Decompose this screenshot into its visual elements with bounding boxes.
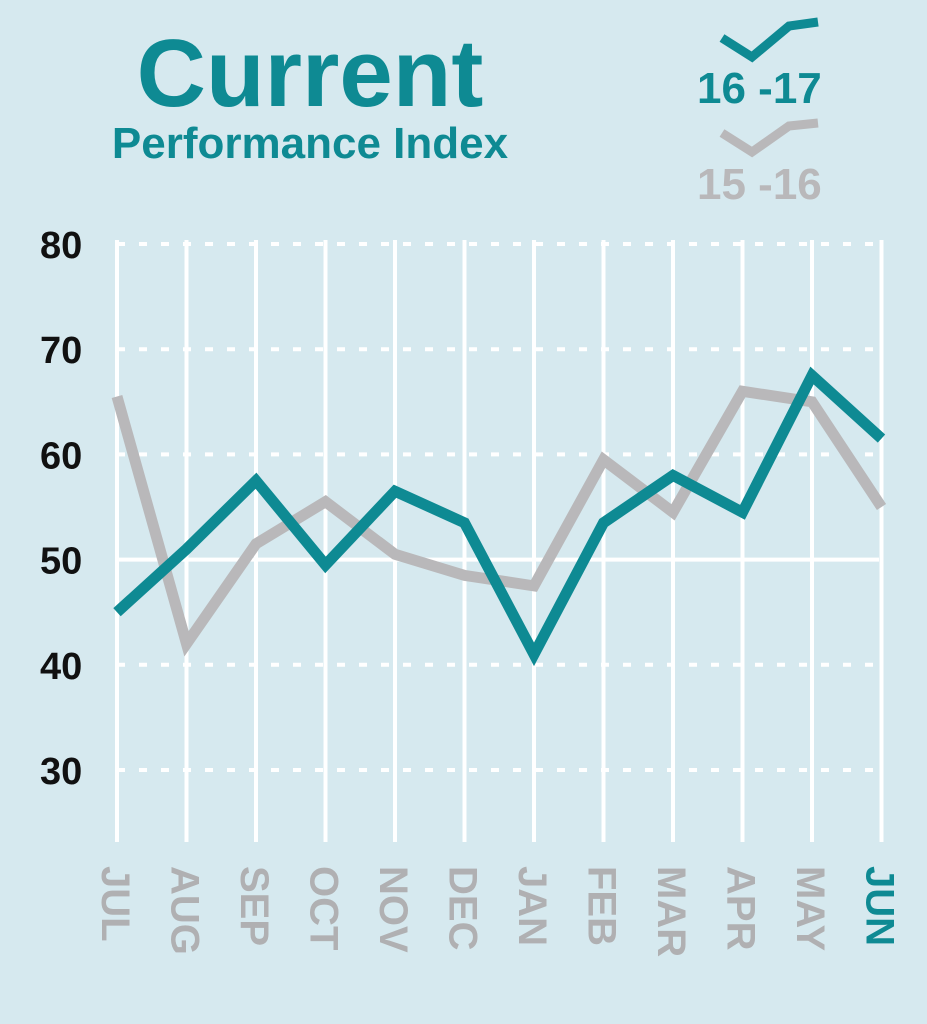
x-tick-label-aug: AUG: [163, 866, 207, 955]
x-tick-label-jan: JAN: [510, 866, 554, 946]
y-axis-ticks: 80 70 60 50 40 30: [40, 225, 82, 793]
y-tick-label-40: 40: [40, 646, 82, 688]
x-tick-label-oct: OCT: [302, 866, 346, 950]
x-tick-label-jun: JUN: [858, 866, 902, 946]
y-tick-label-80: 80: [40, 225, 82, 267]
legend-swatch-16-17: [719, 17, 819, 63]
chart-subtitle: Performance Index: [112, 119, 509, 168]
y-tick-label-50: 50: [40, 541, 82, 583]
x-tick-label-mar: MAR: [649, 866, 693, 957]
legend-swatch-15-16: [719, 118, 819, 158]
legend-label-16-17: 16 -17: [697, 64, 822, 113]
x-tick-label-dec: DEC: [441, 866, 485, 950]
x-tick-label-nov: NOV: [371, 866, 415, 953]
legend: 16 -17 15 -16: [697, 17, 822, 209]
y-tick-label-70: 70: [40, 330, 82, 372]
x-tick-label-apr: APR: [719, 866, 763, 951]
x-tick-label-sep: SEP: [232, 866, 276, 946]
legend-label-15-16: 15 -16: [697, 160, 822, 209]
y-tick-label-30: 30: [40, 751, 82, 793]
chart-title: Current: [137, 20, 484, 127]
x-axis-ticks: JUL AUG SEP OCT NOV DEC JAN FEB MAR APR MAY JUN: [93, 866, 902, 957]
series-lines: [111, 366, 887, 667]
series-line-16-17: [113, 366, 886, 667]
x-tick-label-feb: FEB: [580, 866, 624, 946]
y-tick-label-60: 60: [40, 435, 82, 477]
x-tick-label-may: MAY: [788, 866, 832, 952]
x-tick-label-jul: JUL: [93, 866, 137, 942]
